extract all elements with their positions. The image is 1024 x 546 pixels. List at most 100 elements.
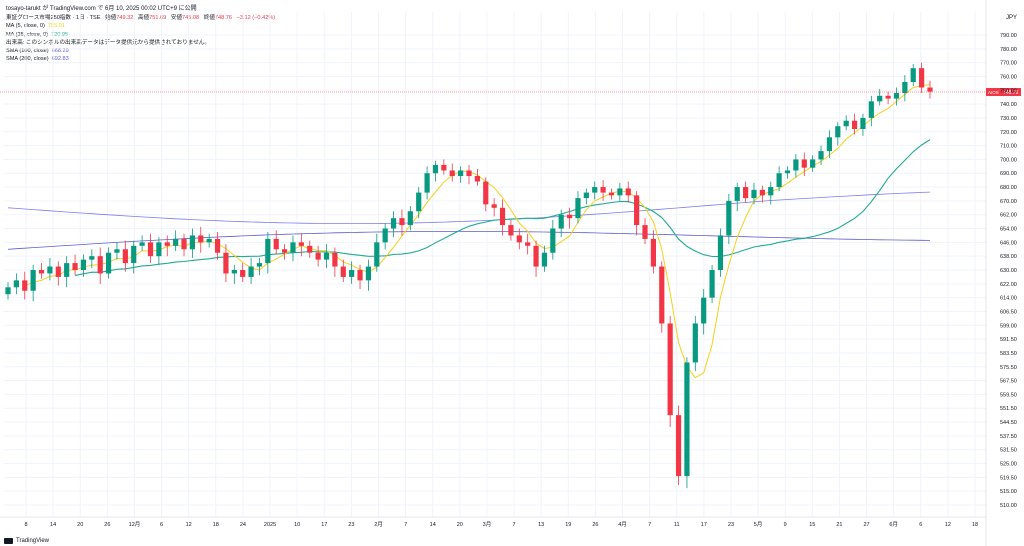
time-tick-label: 24 bbox=[240, 522, 246, 528]
candle bbox=[692, 316, 698, 372]
time-tick-label: 20 bbox=[457, 522, 463, 528]
candle bbox=[407, 206, 413, 231]
candle bbox=[89, 249, 95, 269]
candle bbox=[298, 233, 304, 257]
time-axis: 8 14 20 26 12月 6 12 18 24 2025 10 17 23 2月 7 14 20 3月 7 13 1… bbox=[24, 521, 978, 528]
candle bbox=[47, 257, 53, 281]
footer: TradingView bbox=[4, 538, 49, 544]
candle bbox=[642, 218, 648, 245]
candle bbox=[365, 259, 372, 291]
price-tick-label: 544.50 bbox=[1000, 420, 1017, 426]
time-tick-label: 6 bbox=[160, 522, 163, 528]
footer-brand: TradingView bbox=[16, 538, 50, 544]
last-price-tag-text: 748.76 bbox=[1003, 90, 1019, 96]
candle bbox=[566, 207, 573, 229]
price-tick-label: 654.00 bbox=[1000, 227, 1017, 233]
candle bbox=[625, 181, 631, 203]
ohlc-high: 高値751.69 bbox=[137, 15, 167, 21]
candle bbox=[533, 240, 539, 277]
candle bbox=[198, 226, 204, 253]
time-tick-label: 23 bbox=[728, 522, 734, 528]
price-tick-label: 760.00 bbox=[1000, 74, 1017, 80]
candle bbox=[927, 80, 933, 99]
indicator-sma200[interactable]: SMA (200, close) 692.83 bbox=[6, 56, 69, 63]
candle bbox=[466, 164, 472, 185]
candle bbox=[290, 235, 296, 262]
price-tick-label: 780.00 bbox=[1000, 47, 1017, 53]
time-tick-label: 12 bbox=[945, 522, 951, 528]
price-tick-label: 700.00 bbox=[1000, 157, 1017, 163]
candle bbox=[441, 159, 447, 175]
candle bbox=[374, 233, 380, 272]
candle bbox=[332, 247, 338, 277]
candle bbox=[751, 182, 757, 205]
candle bbox=[843, 115, 849, 131]
candle bbox=[114, 242, 120, 260]
candle bbox=[885, 91, 891, 105]
currency-label: JPY bbox=[1006, 15, 1017, 21]
candle bbox=[516, 228, 522, 250]
candle bbox=[902, 75, 908, 102]
indicator-sma100[interactable]: SMA (100, close) 668.29 bbox=[6, 48, 69, 55]
candle bbox=[282, 244, 288, 260]
price-tick-label: 567.50 bbox=[1000, 379, 1017, 385]
indicator-ma5[interactable]: MA (5, close, 0) 755.01 bbox=[6, 23, 65, 30]
candle bbox=[608, 188, 615, 200]
price-tick-label: 537.50 bbox=[1000, 434, 1017, 440]
last-price-tag bbox=[1001, 88, 1021, 97]
candle bbox=[508, 219, 514, 241]
candle bbox=[349, 261, 355, 284]
candle bbox=[541, 245, 548, 272]
time-tick-label: 7 bbox=[648, 522, 651, 528]
sma200-path bbox=[7, 231, 931, 250]
candle bbox=[558, 209, 564, 238]
candle bbox=[726, 193, 732, 245]
price-tick-label: 614.00 bbox=[1000, 296, 1017, 302]
price-tick-label: 720.00 bbox=[1000, 130, 1017, 136]
candle bbox=[717, 228, 724, 277]
price-tick-label: 525.00 bbox=[1000, 462, 1017, 468]
price-tick-label: 591.50 bbox=[1000, 337, 1017, 343]
time-tick-label: 26 bbox=[592, 522, 598, 528]
candle bbox=[64, 256, 70, 288]
candle bbox=[701, 289, 707, 335]
candle bbox=[22, 271, 28, 300]
candle bbox=[743, 181, 749, 203]
candle bbox=[826, 130, 833, 159]
price-tick-label: 790.00 bbox=[1000, 33, 1017, 39]
time-tick-label: 3月 bbox=[483, 521, 492, 528]
candle bbox=[315, 245, 321, 267]
indicator-volume[interactable]: 出来高: このシンボルの出来高データはデータ提供元から提供されておりません。 bbox=[6, 39, 210, 46]
time-tick-label: 7 bbox=[513, 522, 516, 528]
price-tick-label: 515.00 bbox=[1000, 489, 1017, 495]
time-tick-label: 14 bbox=[430, 522, 436, 528]
time-tick-label: 18 bbox=[213, 522, 219, 528]
price-tick-label: 750.00 bbox=[1000, 88, 1017, 94]
candle bbox=[122, 240, 128, 272]
time-tick-label: 20 bbox=[77, 522, 83, 528]
candle bbox=[910, 64, 916, 87]
candle bbox=[390, 211, 397, 238]
candle bbox=[525, 233, 531, 255]
time-tick-label: 14 bbox=[50, 522, 56, 528]
candle bbox=[139, 235, 145, 251]
candle bbox=[499, 199, 506, 236]
candle bbox=[851, 113, 858, 135]
sma100-path bbox=[7, 191, 931, 224]
price-tick-label: 575.50 bbox=[1000, 365, 1017, 371]
price-tick-label: 622.00 bbox=[1000, 282, 1017, 288]
candle bbox=[659, 261, 665, 333]
price-tick-label: 510.00 bbox=[1000, 503, 1017, 509]
candle bbox=[214, 231, 221, 260]
candle bbox=[416, 187, 422, 219]
time-tick-label: 4月 bbox=[618, 521, 627, 528]
time-tick-label: 2月 bbox=[374, 521, 383, 528]
candle bbox=[801, 152, 807, 176]
price-tick-label: 690.00 bbox=[1000, 171, 1017, 177]
price-tick-label: 638.00 bbox=[1000, 254, 1017, 260]
candle bbox=[810, 155, 816, 172]
price-axis: 790.00 780.00 770.00 760.00 750.00 740.00 730.… bbox=[1000, 33, 1017, 509]
candle bbox=[265, 231, 271, 274]
time-tick-label: 17 bbox=[701, 522, 707, 528]
